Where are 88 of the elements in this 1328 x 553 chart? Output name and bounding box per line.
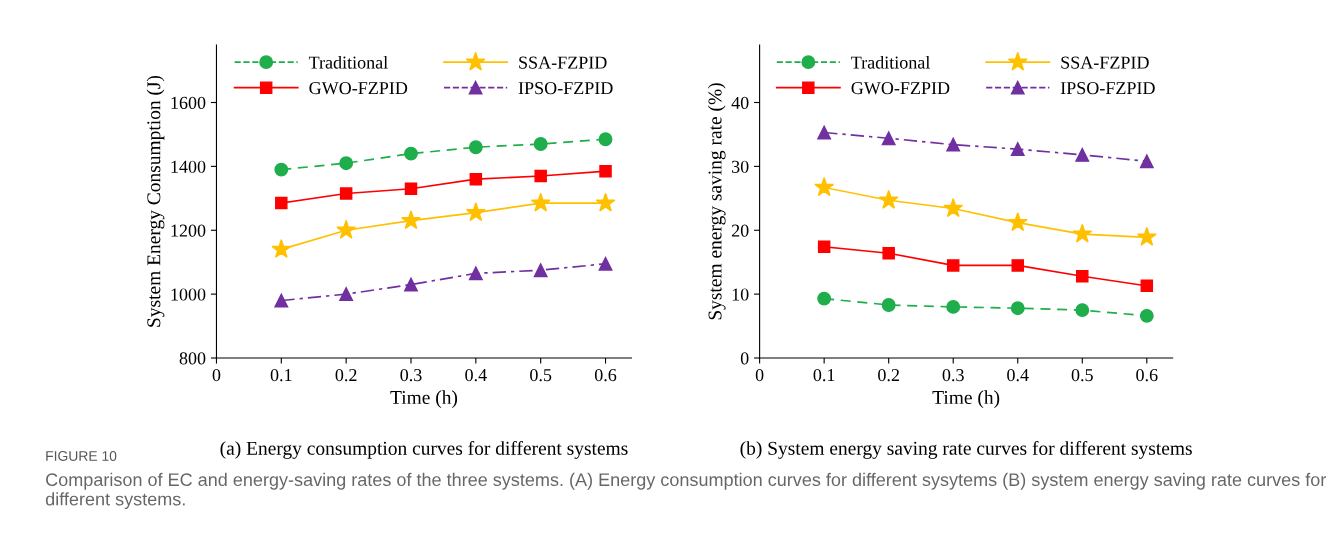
- x-tick-label: 0.2: [335, 368, 357, 382]
- legend-label: SSA-FZPID: [1061, 56, 1149, 69]
- y-tick-label: 0: [740, 352, 749, 365]
- y-tick-label: 1000: [171, 288, 206, 301]
- point: [946, 299, 961, 314]
- x-axis-title: Time (h): [390, 390, 458, 408]
- point: [1076, 269, 1089, 283]
- point: [817, 125, 832, 140]
- point: [339, 187, 353, 200]
- x-tick-label: 0: [755, 368, 764, 382]
- point: [946, 137, 961, 152]
- point: [817, 291, 832, 306]
- text: (a) Energy consumption curves for different systems: [220, 440, 628, 459]
- point: [465, 202, 486, 222]
- point: [1007, 212, 1028, 232]
- point: [275, 196, 288, 210]
- point: [1072, 223, 1093, 243]
- y-tick-label: 10: [732, 288, 749, 301]
- x-axis-title: Time (h): [932, 390, 1000, 408]
- point: [533, 263, 548, 278]
- legend-label: Traditional: [308, 55, 388, 69]
- point: [878, 189, 899, 209]
- point: [1010, 142, 1025, 157]
- y-tick-label: 1600: [171, 96, 206, 109]
- y-tick-label: 800: [179, 352, 206, 365]
- point: [274, 293, 289, 308]
- y-tick-label: 1200: [171, 224, 206, 237]
- point: [1139, 154, 1154, 169]
- point: [336, 219, 357, 239]
- x-tick-label: 0.3: [942, 368, 964, 382]
- point: [943, 198, 964, 218]
- point: [404, 277, 418, 292]
- legend-label: Traditional: [851, 55, 930, 69]
- x-tick-label: 0.6: [594, 368, 617, 382]
- point: [598, 256, 613, 271]
- point: [530, 192, 551, 212]
- point: [404, 182, 418, 195]
- point: [468, 140, 483, 155]
- text: (b) System energy saving rate curves for different systems: [740, 440, 1192, 459]
- point: [468, 266, 483, 281]
- point: [817, 240, 831, 254]
- point: [339, 156, 354, 171]
- point: [469, 172, 483, 186]
- y-tick-label: 30: [732, 160, 749, 173]
- x-tick-label: 0.4: [465, 368, 487, 382]
- point: [1075, 147, 1090, 162]
- x-tick-label: 0.3: [400, 368, 422, 382]
- point: [404, 146, 418, 161]
- point: [595, 192, 616, 212]
- point: [271, 239, 292, 258]
- x-tick-label: 0.1: [270, 368, 292, 382]
- y-axis-title: System energy saving rate (%): [707, 83, 726, 320]
- point: [814, 177, 835, 197]
- legend-label: IPSO-FZPID: [1060, 82, 1155, 95]
- point: [946, 259, 960, 272]
- y-tick-label: 20: [731, 224, 749, 237]
- point: [274, 162, 289, 177]
- y-tick-label: 1400: [171, 160, 206, 173]
- x-tick-label: 0.1: [813, 368, 835, 382]
- caption: FIGURE 10: [46, 451, 117, 461]
- point: [339, 287, 354, 302]
- text: Comparison of EC and energy-saving rates of the three systems. (A) Energy consumption curves for different sysytems (B) system energy saving rate curves for different systems.: [45, 472, 1326, 510]
- point: [1075, 303, 1090, 318]
- legend-label: GWO-FZPID: [309, 82, 408, 95]
- legend-label: SSA-FZPID: [519, 56, 607, 69]
- point: [533, 137, 548, 151]
- x-tick-label: 0.2: [878, 368, 899, 382]
- point: [882, 247, 895, 260]
- point: [1011, 259, 1024, 272]
- point: [881, 298, 896, 312]
- point: [534, 169, 547, 183]
- x-tick-label: 0.6: [1136, 368, 1158, 382]
- point: [599, 164, 612, 178]
- point: [1139, 308, 1154, 323]
- x-tick-label: 0.4: [1007, 368, 1029, 382]
- legend-label: GWO-FZPID: [851, 82, 950, 95]
- x-tick-label: 0.5: [530, 368, 552, 382]
- legend-label: IPSO-FZPID: [518, 82, 613, 95]
- point: [401, 210, 421, 230]
- point: [1136, 226, 1157, 246]
- y-tick-label: 40: [731, 96, 749, 109]
- x-tick-label: 0: [212, 368, 221, 382]
- x-tick-label: 0.5: [1071, 368, 1093, 382]
- point: [1140, 279, 1154, 293]
- point: [881, 131, 896, 146]
- point: [1010, 301, 1025, 316]
- point: [598, 132, 613, 147]
- y-axis-title: System Energy Consumption (J): [146, 75, 165, 327]
